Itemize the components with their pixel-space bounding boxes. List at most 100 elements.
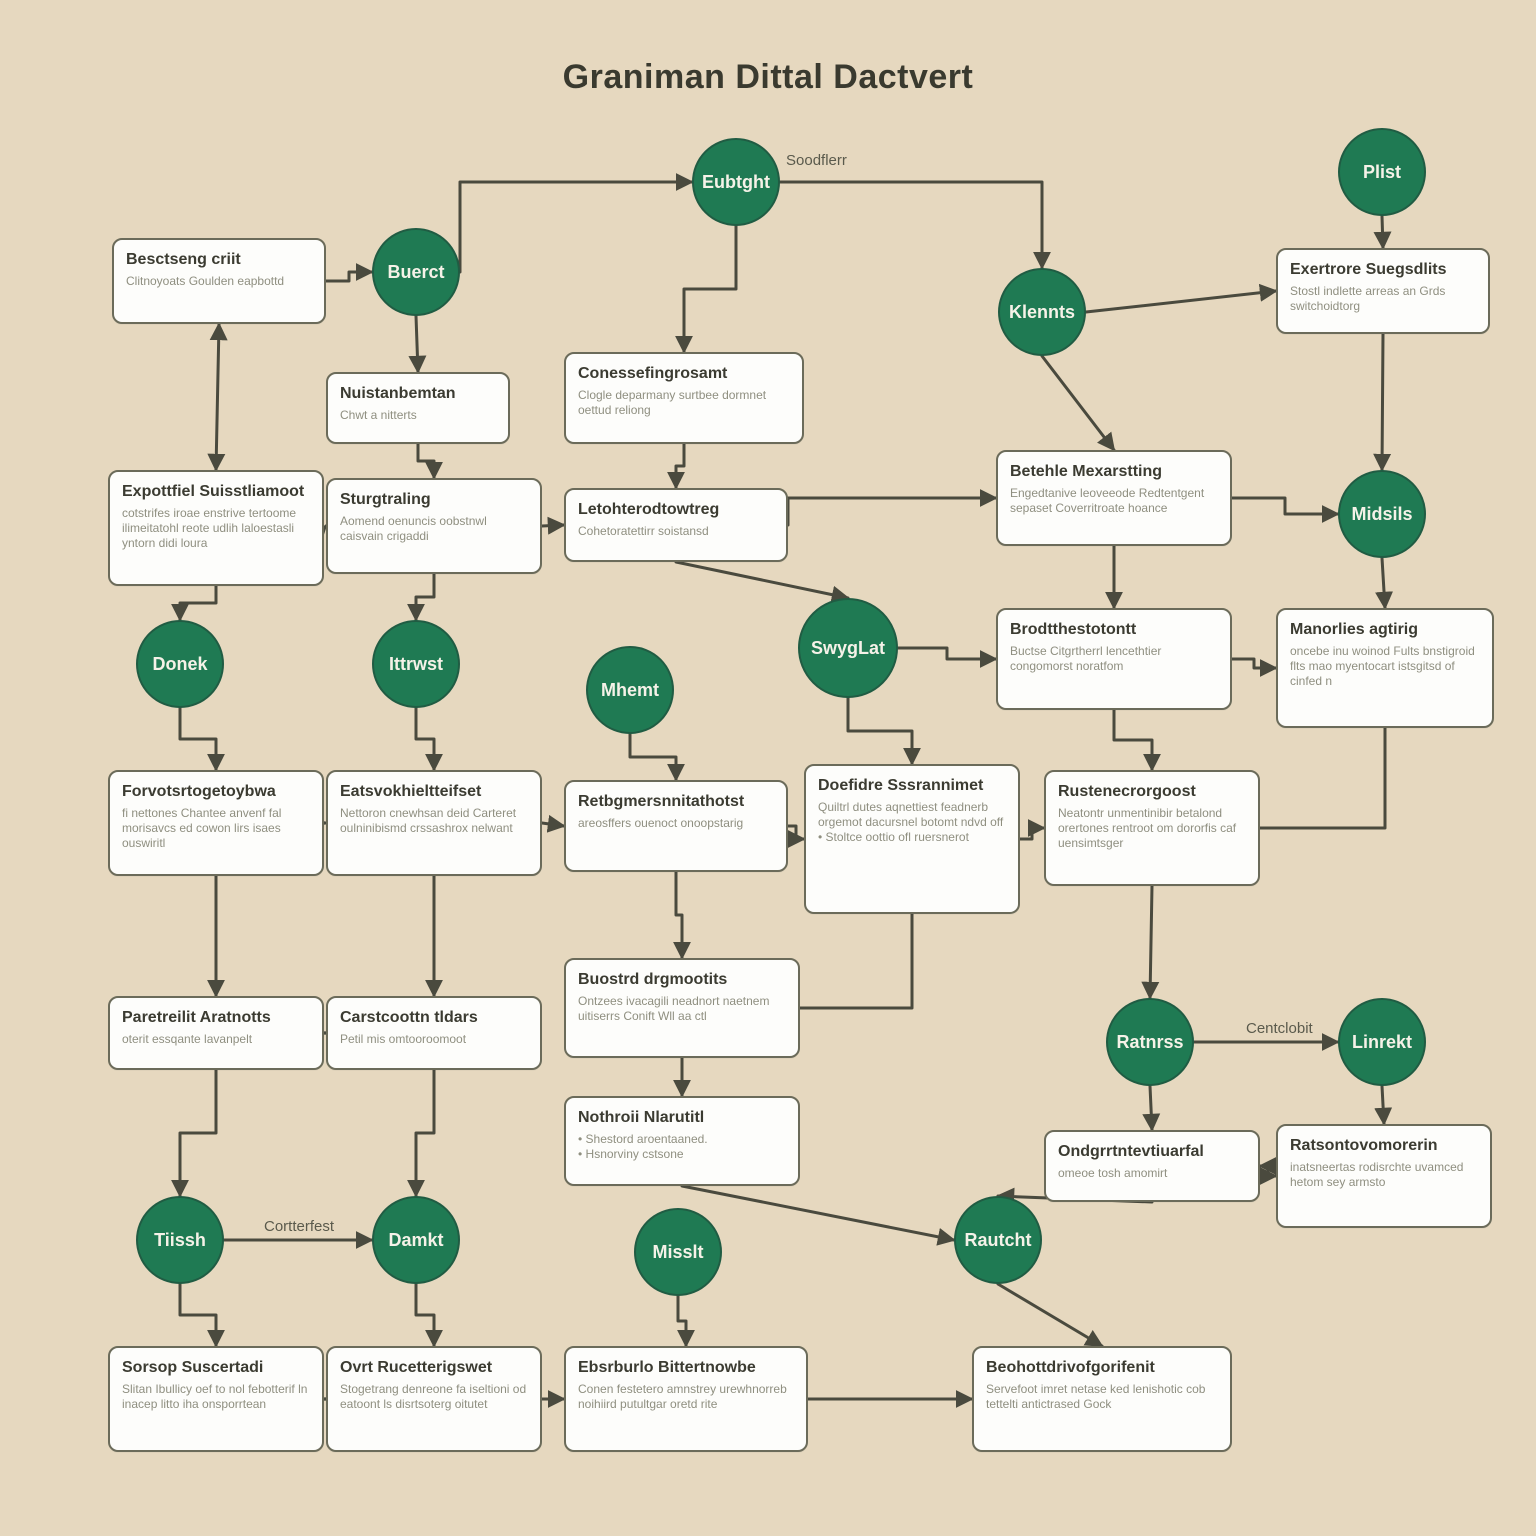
node-box-title: Nothroii Nlarutitl <box>578 1108 786 1128</box>
node-box-title: Ovrt Rucetterigswet <box>340 1358 528 1378</box>
node-box-title: Expottfiel Suisstliamoot <box>122 482 310 502</box>
edge-label-lbl-cortterfest: Cortterfest <box>264 1218 334 1235</box>
edge <box>418 444 434 478</box>
edge <box>416 708 434 770</box>
node-box-b-sorsop: Sorsop SuscertadiSlitan Ibullicy oef to … <box>108 1346 324 1452</box>
node-box-b-nuistanbemt: NuistanbemtanChwt a nitterts <box>326 372 510 444</box>
node-circle-label: Klennts <box>1009 302 1075 323</box>
edge <box>416 1284 434 1346</box>
node-box-title: Ratsontovomorerin <box>1290 1136 1478 1156</box>
node-circle-label: Damkt <box>388 1230 443 1251</box>
edge <box>1260 1166 1276 1176</box>
node-circle-c-buerct: Buerct <box>372 228 460 316</box>
node-box-b-ebsrburlo: Ebsrburlo BittertnowbeConen festetero am… <box>564 1346 808 1452</box>
node-box-title: Carstcoottn tldars <box>340 1008 528 1028</box>
node-box-title: Letohterodtowtreg <box>578 500 774 520</box>
node-box-b-buostrd: Buostrd drgmootitsOntzees ivacagili nead… <box>564 958 800 1058</box>
node-box-b-betehle: Betehle MexarsttingEngedtanive leoveeode… <box>996 450 1232 546</box>
node-circle-c-linrekt: Linrekt <box>1338 998 1426 1086</box>
node-box-title: Manorlies agtirig <box>1290 620 1480 640</box>
node-box-title: Beohottdrivofgorifenit <box>986 1358 1218 1378</box>
node-circle-c-eubtght: Eubtght <box>692 138 780 226</box>
node-box-b-forvots: Forvotsrtogetoybwa fi nettones Chantee an… <box>108 770 324 876</box>
node-circle-label: Buerct <box>387 262 444 283</box>
node-box-body: Quiltrl dutes aqnettiest feadnerb orgemo… <box>818 800 1006 845</box>
node-box-body: Cohetoratettirr soistansd <box>578 524 774 539</box>
node-box-body: Stogetrang denreone fa iseltioni od eato… <box>340 1382 528 1412</box>
edge <box>1042 356 1114 450</box>
node-circle-label: SwygLat <box>811 638 885 659</box>
edge <box>416 574 434 620</box>
node-box-b-carstcoot: Carstcoottn tldarsPetil mis omtooroomoot <box>326 996 542 1070</box>
node-circle-c-rautcht: Rautcht <box>954 1196 1042 1284</box>
node-box-b-manorlies: Manorlies agtirigoncebe inu woinod Fults… <box>1276 608 1494 728</box>
node-circle-c-damkt: Damkt <box>372 1196 460 1284</box>
edge <box>180 708 216 770</box>
edge <box>1020 828 1044 839</box>
flowchart-canvas: Graniman Dittal Dactvert Eubtght Buerct Pl… <box>0 0 1536 1536</box>
node-circle-label: Rautcht <box>965 1230 1032 1251</box>
node-circle-c-swyglat: SwygLat <box>798 598 898 698</box>
edge <box>326 272 372 281</box>
edge <box>682 1186 954 1240</box>
edge <box>1150 1086 1152 1130</box>
node-box-body: Stostl indlette arreas an Grds switchoid… <box>1290 284 1476 314</box>
node-box-title: Forvotsrtogetoybwa <box>122 782 310 802</box>
edge <box>1382 334 1383 470</box>
node-box-title: Besctseng criit <box>126 250 312 270</box>
node-box-b-ratsont: Ratsontovomorerin inatsneertas rodisrchte… <box>1276 1124 1492 1228</box>
edge <box>416 1070 434 1196</box>
edge <box>780 182 1042 268</box>
node-circle-label: Linrekt <box>1352 1032 1412 1053</box>
edge <box>1232 498 1338 514</box>
node-circle-label: Midsils <box>1351 504 1412 525</box>
node-circle-c-plist: Plist <box>1338 128 1426 216</box>
node-box-b-exertrore: Exertrore Suegsdlits Stostl indlette arre… <box>1276 248 1490 334</box>
edge <box>542 823 564 826</box>
node-circle-c-mhemt: Mhemt <box>586 646 674 734</box>
node-circle-label: Ratnrss <box>1116 1032 1183 1053</box>
node-box-body: Servefoot imret netase ked lenishotic co… <box>986 1382 1218 1412</box>
edge <box>1232 659 1276 668</box>
node-box-body: fi nettones Chantee anvenf fal morisavcs… <box>122 806 310 851</box>
node-box-title: Paretreilit Aratnotts <box>122 1008 310 1028</box>
node-circle-label: Ittrwst <box>389 654 443 675</box>
node-circle-c-misslt: Misslt <box>634 1208 722 1296</box>
node-circle-label: Misslt <box>652 1242 703 1263</box>
node-box-title: Doefidre Sssrannimet <box>818 776 1006 796</box>
node-box-body: Clogle deparmany surtbee dormnet oettud … <box>578 388 790 418</box>
node-box-b-nothroii: Nothroii Nlarutitl• Shestord aroentaaned… <box>564 1096 800 1186</box>
edge <box>1382 558 1385 608</box>
node-circle-label: Donek <box>152 654 207 675</box>
node-box-body: Aomend oenuncis oobstnwl caisvain crigad… <box>340 514 528 544</box>
edge <box>676 444 684 488</box>
node-box-body: areosffers ouenoct onoopstarig <box>578 816 774 831</box>
node-circle-c-tiissh: Tiissh <box>136 1196 224 1284</box>
node-box-b-brodthe: BrodtthestotonttBuctse Citgrtherrl lence… <box>996 608 1232 710</box>
node-circle-c-klennts: Klennts <box>998 268 1086 356</box>
node-box-b-paretrelt: Paretreilit Aratnottsoterit essqante lav… <box>108 996 324 1070</box>
node-box-title: Sorsop Suscertadi <box>122 1358 310 1378</box>
edge <box>898 648 996 659</box>
edge <box>788 826 804 839</box>
node-circle-c-donek: Donek <box>136 620 224 708</box>
edge <box>800 914 912 1008</box>
node-box-title: Brodtthestotontt <box>1010 620 1218 640</box>
edge <box>1382 1086 1384 1124</box>
edge <box>460 182 692 272</box>
edge <box>684 226 736 352</box>
edge <box>180 1284 216 1346</box>
node-box-body: inatsneertas rodisrchte uvamced hetom se… <box>1290 1160 1478 1190</box>
node-box-title: Exertrore Suegsdlits <box>1290 260 1476 280</box>
edge <box>1260 728 1385 828</box>
diagram-title: Graniman Dittal Dactvert <box>0 58 1536 97</box>
node-box-body: Clitnoyoats Goulden eapbottd <box>126 274 312 289</box>
node-box-b-ovrt: Ovrt Rucetterigswet Stogetrang denreone f… <box>326 1346 542 1452</box>
node-circle-label: Mhemt <box>601 680 659 701</box>
edge <box>416 316 418 372</box>
edge <box>676 562 848 598</box>
edge <box>1114 710 1152 770</box>
node-circle-c-ratnrss: Ratnrss <box>1106 998 1194 1086</box>
edge <box>1382 216 1383 248</box>
node-box-b-besctseng: Besctseng criit Clitnoyoats Goulden eapbo… <box>112 238 326 324</box>
